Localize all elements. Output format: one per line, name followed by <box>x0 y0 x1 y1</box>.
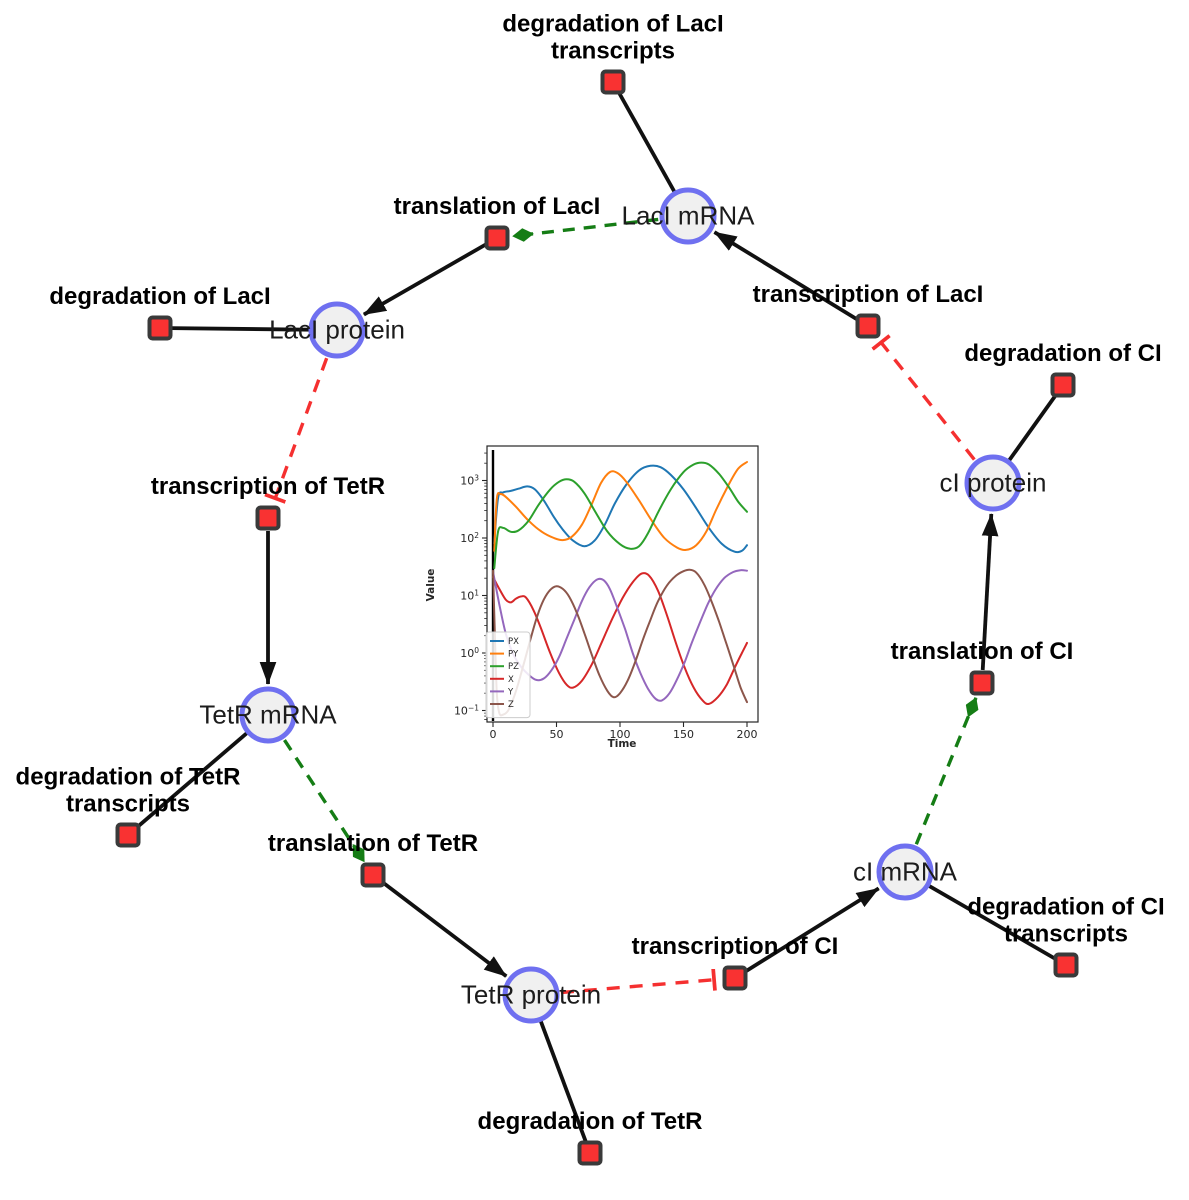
reaction-label-transcription_LacI: transcription of LacI <box>752 281 984 309</box>
y-tick-label: 102 <box>460 531 479 545</box>
legend-label-Y: Y <box>507 687 514 697</box>
y-tick-label: 100 <box>460 646 479 660</box>
legend-label-X: X <box>508 675 514 685</box>
x-tick-label: 0 <box>490 728 497 741</box>
reaction-node-translation_CI[interactable] <box>969 670 995 696</box>
edge-product-translation_TetR-TetR_protein <box>382 881 508 978</box>
legend-label-PX: PX <box>508 637 519 647</box>
series-PX <box>493 464 748 554</box>
series-X <box>492 572 748 706</box>
x-tick-label: 200 <box>737 728 758 741</box>
x-tick-label: 50 <box>550 728 564 741</box>
edge-inhibition-TetR_protein-transcription_CI <box>560 968 717 995</box>
species-node-cI_protein[interactable] <box>964 454 1022 512</box>
reaction-node-deg_TetR_transcripts[interactable] <box>115 822 141 848</box>
reaction-label-translation_LacI: translation of LacI <box>393 193 601 221</box>
reaction-label-deg_CI: degradation of CI <box>964 340 1162 368</box>
x-tick-label: 150 <box>673 728 694 741</box>
reaction-label-deg_TetR_transcripts: degradation of TetR transcripts <box>15 763 241 818</box>
edge-product-transcription_LacI-LacI_mRNA <box>713 230 858 321</box>
series-Y <box>492 569 748 702</box>
species-node-LacI_mRNA[interactable] <box>659 187 717 245</box>
legend-label-PZ: PZ <box>508 662 519 672</box>
reaction-label-deg_TetR: degradation of TetR <box>477 1108 703 1136</box>
edge-product-translation_CI-cI_protein <box>980 513 999 671</box>
edge-inhibition-cI_protein-transcription_LacI <box>871 334 976 461</box>
species-label-LacI_mRNA: LacI mRNA <box>621 200 755 231</box>
y-tick-label: 10−1 <box>454 704 479 718</box>
species-label-cI_mRNA: cI mRNA <box>853 856 957 887</box>
y-tick-label: 103 <box>460 474 479 488</box>
species-label-TetR_protein: TetR protein <box>460 979 602 1010</box>
edge-reactant-cI_mRNA-deg_CI_transcripts <box>904 870 1067 967</box>
reaction-node-deg_CI_transcripts[interactable] <box>1053 952 1079 978</box>
x-tick-label: 100 <box>610 728 631 741</box>
chart-ylabel: Value <box>425 569 437 602</box>
species-node-LacI_protein[interactable] <box>308 301 366 359</box>
reaction-label-deg_LacI: degradation of LacI <box>49 283 271 311</box>
reaction-label-translation_TetR: translation of TetR <box>267 830 479 858</box>
chart-generated: 10−1 100 101 102 103 0 50 100 150 200 PX PY PZ XYZ <box>454 445 759 741</box>
chart-xlabel: Time <box>608 738 637 750</box>
reaction-node-deg_LacI[interactable] <box>147 315 173 341</box>
reaction-node-transcription_CI[interactable] <box>722 965 748 991</box>
reaction-node-transcription_LacI[interactable] <box>855 313 881 339</box>
y-tick-label: 101 <box>460 589 479 603</box>
reaction-node-translation_TetR[interactable] <box>360 862 386 888</box>
edge-modifier-TetR_mRNA-translation_TetR <box>283 739 366 863</box>
reaction-label-transcription_TetR: transcription of TetR <box>150 473 386 501</box>
reaction-label-transcription_CI: transcription of CI <box>631 933 839 961</box>
reaction-node-deg_TetR[interactable] <box>577 1140 603 1166</box>
edge-modifier-cI_mRNA-translation_CI <box>914 697 979 845</box>
reaction-label-deg_CI_transcripts: degradation of CI transcripts <box>967 893 1165 948</box>
edge-inhibition-LacI_protein-transcription_TetR <box>264 357 329 504</box>
edge-product-transcription_CI-cI_mRNA <box>745 886 880 973</box>
reaction-node-translation_LacI[interactable] <box>484 225 510 251</box>
legend-label-Z: Z <box>508 700 514 710</box>
inset-chart: 10−1 100 101 102 103 0 50 100 150 200 PX PY PZ XYZ Ti… <box>412 434 768 764</box>
edge-reactant-LacI_protein-deg_LacI <box>159 326 338 332</box>
edge-reactant-TetR_mRNA-deg_TetR_transcripts <box>126 713 270 837</box>
series-PY <box>493 461 748 552</box>
series-PZ <box>493 461 748 570</box>
reaction-node-deg_CI[interactable] <box>1050 372 1076 398</box>
reaction-label-translation_CI: translation of CI <box>890 638 1074 666</box>
reaction-node-transcription_TetR[interactable] <box>255 505 281 531</box>
species-node-cI_mRNA[interactable] <box>876 843 934 901</box>
species-label-TetR_mRNA: TetR mRNA <box>199 699 337 730</box>
species-label-cI_protein: cI protein <box>939 467 1047 498</box>
species-label-LacI_protein: LacI protein <box>269 314 405 345</box>
species-node-TetR_mRNA[interactable] <box>239 686 297 744</box>
species-node-TetR_protein[interactable] <box>502 966 560 1024</box>
reaction-node-deg_LacI_transcripts[interactable] <box>600 69 626 95</box>
legend-label-PY: PY <box>508 650 519 660</box>
edge-product-translation_LacI-LacI_protein <box>362 242 487 317</box>
edge-modifier-LacI_mRNA-translation_LacI <box>512 217 659 242</box>
reaction-label-deg_LacI_transcripts: degradation of LacI transcripts <box>502 10 724 65</box>
